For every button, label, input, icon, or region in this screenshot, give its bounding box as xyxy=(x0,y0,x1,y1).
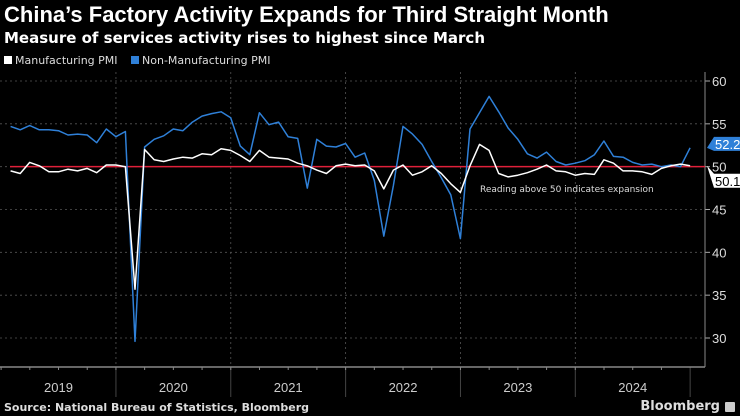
chart-subtitle: Measure of services activity rises to hi… xyxy=(4,29,485,47)
last-value-label: 52.2 xyxy=(715,137,740,152)
chart-title: China’s Factory Activity Expands for Thi… xyxy=(4,2,609,27)
y-tick-label: 45 xyxy=(712,203,726,218)
x-tick-label: 2019 xyxy=(44,380,73,395)
y-tick-label: 30 xyxy=(712,331,726,346)
x-tick-label: 2023 xyxy=(503,380,532,395)
legend-swatch-white xyxy=(4,56,12,64)
y-tick-label: 50 xyxy=(712,160,726,175)
bloomberg-logo: Bloomberg xyxy=(640,399,720,414)
y-tick-label: 55 xyxy=(712,117,726,132)
y-tick-label: 40 xyxy=(712,245,726,260)
y-tick-label: 60 xyxy=(712,74,726,89)
x-tick-label: 2021 xyxy=(274,380,303,395)
last-value-label: 50.1 xyxy=(715,174,740,189)
legend: Manufacturing PMI Non-Manufacturing PMI xyxy=(4,54,280,67)
source-note: Source: National Bureau of Statistics, B… xyxy=(4,401,310,414)
legend-item-non-manufacturing: Non-Manufacturing PMI xyxy=(131,54,270,67)
x-tick-label: 2020 xyxy=(159,380,188,395)
manufacturing-line xyxy=(10,143,691,290)
y-tick-label: 35 xyxy=(712,288,726,303)
x-tick-label: 2024 xyxy=(618,380,647,395)
last-value-tag xyxy=(707,165,740,188)
x-tick-label: 2022 xyxy=(389,380,418,395)
non-manufacturing-line xyxy=(10,95,691,343)
legend-label: Non-Manufacturing PMI xyxy=(142,54,271,67)
legend-label: Manufacturing PMI xyxy=(15,54,118,67)
legend-item-manufacturing: Manufacturing PMI xyxy=(4,54,118,67)
last-value-tag xyxy=(707,136,740,151)
bloomberg-chart-icon xyxy=(725,402,735,412)
annotation: Reading above 50 indicates expansion xyxy=(480,185,654,195)
legend-swatch-blue xyxy=(131,56,140,64)
